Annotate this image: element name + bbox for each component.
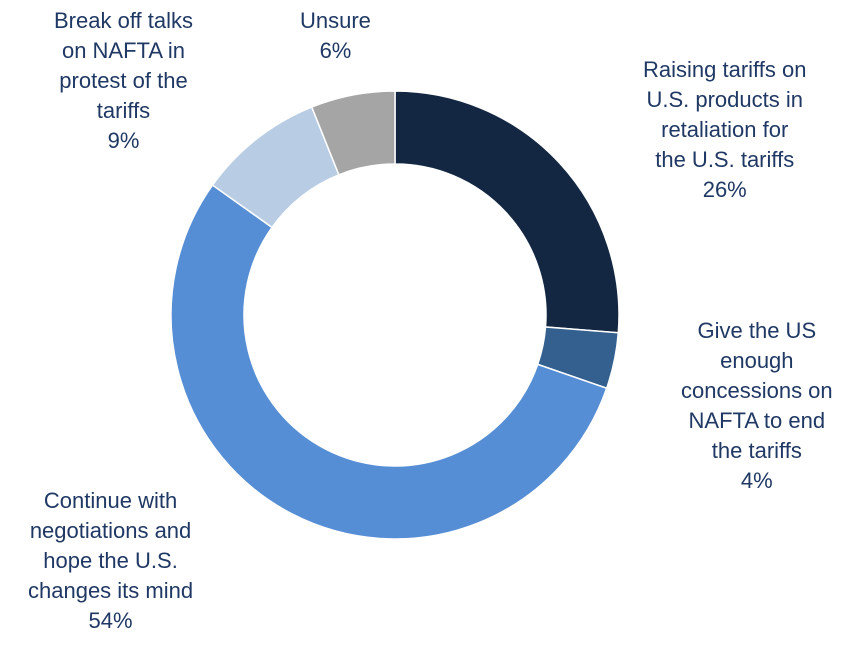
donut-slice-3 — [170, 184, 608, 540]
donut-slice-1 — [394, 90, 620, 334]
slice-label-text: Break off talks — [54, 8, 193, 33]
slice-label-text: hope the U.S. — [43, 548, 178, 573]
slice-value-label: 26% — [702, 177, 747, 202]
slice-value-label: 9% — [107, 128, 140, 153]
slice-label-text: the tariffs — [711, 438, 802, 463]
slice-label-text: tariffs — [96, 98, 151, 123]
slice-label-text: Unsure — [300, 8, 371, 33]
slice-label-text: Continue with — [43, 488, 178, 513]
slice-label-5: Unsure 6% — [300, 6, 371, 66]
slice-label-text: Give the US — [697, 318, 817, 343]
slice-value-label: 4% — [740, 468, 773, 493]
slice-label-text: on NAFTA in — [61, 38, 186, 63]
slice-label-text: changes its mind — [28, 578, 194, 603]
slice-label-text: protest of the — [59, 68, 188, 93]
slice-label-1: Raising tariffs on U.S. products in retali… — [643, 55, 806, 205]
slice-label-text: U.S. products in — [646, 87, 803, 112]
slice-label-text: enough — [720, 348, 794, 373]
slice-label-3: Continue with negotiations and hope the U.… — [28, 486, 193, 636]
slice-value-label: 54% — [88, 608, 133, 633]
slice-value-label: 6% — [319, 38, 352, 63]
slice-label-text: negotiations and — [29, 518, 192, 543]
slice-label-text: the U.S. tariffs — [655, 147, 795, 172]
slice-label-text: concessions on — [681, 378, 833, 403]
slice-label-text: Raising tariffs on — [643, 57, 807, 82]
slice-label-text: NAFTA to end — [688, 408, 826, 433]
slice-label-text: retaliation for — [661, 117, 789, 142]
slice-label-4: Break off talks on NAFTA in protest of the… — [54, 6, 193, 156]
slice-label-2: Give the US enough concessions on NAFTA to … — [681, 316, 833, 496]
donut-slice-5 — [310, 90, 396, 176]
